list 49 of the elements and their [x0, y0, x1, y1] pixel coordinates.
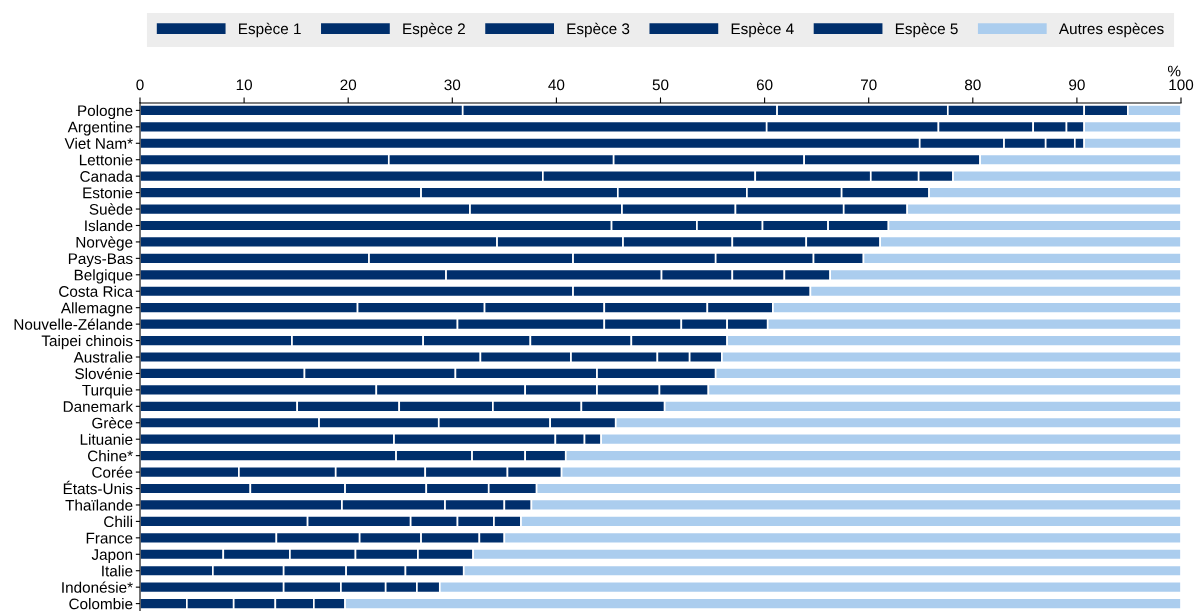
x-tick-label: 60 [756, 79, 773, 91]
legend-label: Espèce 3 [567, 22, 630, 38]
y-tick-label: France [86, 532, 133, 544]
y-tick-label: Thaïlande [65, 499, 133, 511]
y-tick-label: Italie [102, 565, 133, 577]
y-tick-label: Corée [92, 466, 133, 478]
y-tick-label: Colombie [69, 598, 133, 610]
y-tick-label: Viet Nam* [64, 137, 133, 149]
y-tick-label: Allemagne [60, 302, 133, 317]
y-tick-label: Suède [89, 203, 133, 215]
y-tick-label: Australie [73, 351, 133, 363]
y-tick-label: Indonésie* [62, 581, 133, 593]
y-tick-label: États-Unis [63, 480, 133, 495]
x-tick-label: 40 [548, 79, 565, 91]
y-tick-label: Chili [104, 515, 133, 528]
y-tick-label: Slovénie [75, 367, 133, 380]
legend-label: Espèce 5 [895, 22, 958, 38]
y-tick-label: Estonie [83, 187, 133, 199]
y-tick-label: Argentine [67, 121, 133, 136]
x-tick-label: 0 [136, 79, 144, 91]
y-tick-label: Costa Rica [59, 285, 134, 297]
y-tick-label: Turquie [82, 384, 133, 399]
y-tick-label: Canada [80, 170, 134, 182]
y-tick-label: Lettonie [79, 154, 133, 166]
x-tick-label: 20 [340, 79, 357, 91]
y-tick-label: Japon [91, 549, 133, 563]
x-tick-label: 70 [860, 79, 877, 91]
y-tick-label: Danemark [63, 400, 134, 413]
y-tick-label: Nouvelle-Zélande [14, 318, 133, 330]
x-tick-label: 100 [1169, 79, 1194, 91]
x-tick-label: 30 [444, 79, 461, 91]
y-tick-label: Islande [85, 219, 133, 232]
legend-label: Espèce 2 [403, 22, 465, 38]
x-axis-title: % [1167, 65, 1181, 77]
x-tick-label: 10 [236, 79, 252, 91]
x-tick-label: 50 [652, 79, 669, 91]
y-tick-label: Taipei chinois [41, 335, 133, 350]
y-tick-label: Belgique [74, 269, 133, 284]
y-tick-label: Pologne [78, 104, 133, 120]
x-tick-label: 80 [964, 79, 981, 91]
legend-label: Espèce 4 [731, 22, 794, 38]
y-tick-label: Pays-Bas [68, 253, 133, 268]
y-tick-label: Lituanie [80, 433, 133, 445]
x-tick-label: 90 [1069, 79, 1085, 91]
y-tick-label: Chine* [87, 450, 133, 462]
y-tick-label: Norvège [76, 236, 133, 251]
legend-label: Espèce 1 [239, 22, 301, 38]
legend-label: Autres espèces [1058, 22, 1164, 38]
y-tick-label: Grèce [92, 417, 133, 429]
